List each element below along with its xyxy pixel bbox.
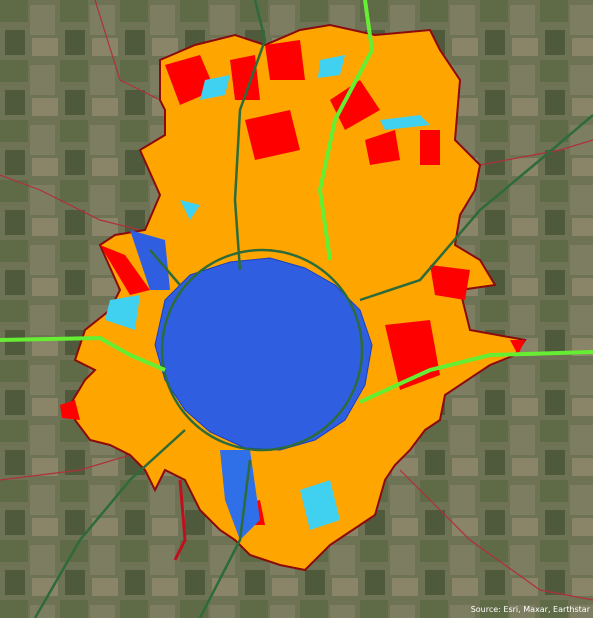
attribution: Source: Esri, Maxar, Earthstar (471, 605, 591, 614)
zone (230, 55, 260, 100)
zone (330, 80, 380, 130)
west-spur (130, 230, 170, 290)
boundary-line (0, 454, 131, 481)
highways (0, 0, 593, 404)
zone (430, 265, 470, 300)
zone (365, 130, 400, 165)
boundary-line (399, 469, 593, 601)
road (33, 429, 186, 618)
red-zones (60, 40, 525, 525)
boundary-line (173, 479, 187, 561)
road (233, 0, 267, 271)
boundary-line (94, 0, 161, 101)
roads (33, 0, 593, 618)
zone (60, 400, 80, 420)
zone (180, 200, 200, 220)
cyan-zones (105, 55, 430, 530)
zone (245, 110, 300, 160)
south-spur (220, 450, 260, 540)
zone (105, 295, 140, 330)
road (149, 249, 181, 286)
ring-road (160, 248, 364, 452)
highway (0, 335, 166, 372)
zone (318, 55, 345, 78)
highway (317, 0, 375, 261)
zone (265, 40, 305, 80)
zone (200, 75, 230, 100)
zone (380, 115, 430, 130)
highway (359, 350, 593, 404)
road (198, 459, 252, 618)
admin-boundaries (0, 0, 593, 601)
zone (100, 245, 150, 295)
boundary-line (0, 174, 141, 231)
dense-urban-core (154, 257, 373, 451)
zone (420, 130, 440, 165)
boundary-line (479, 139, 593, 166)
road (359, 114, 593, 302)
zone (510, 340, 525, 355)
zone (300, 480, 340, 530)
